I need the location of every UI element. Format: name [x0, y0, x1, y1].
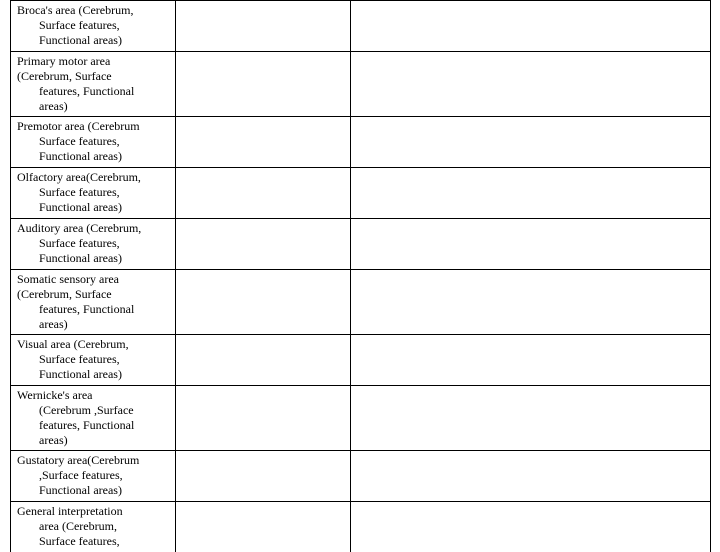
- empty-cell: [351, 335, 711, 386]
- empty-cell: [176, 1, 351, 52]
- term-cell: Broca's area (Cerebrum,Surface features,…: [11, 1, 176, 52]
- empty-cell: [351, 1, 711, 52]
- table-row: General interpretationarea (Cerebrum,Sur…: [11, 502, 711, 552]
- term-cell: General interpretationarea (Cerebrum,Sur…: [11, 502, 176, 552]
- empty-cell: [351, 52, 711, 117]
- term-cell: Auditory area (Cerebrum,Surface features…: [11, 219, 176, 270]
- term-text: Primary motor area(Cerebrum, Surfacefeat…: [17, 54, 171, 114]
- term-text: General interpretationarea (Cerebrum,Sur…: [17, 504, 171, 549]
- term-text: Olfactory area(Cerebrum,Surface features…: [17, 170, 171, 215]
- term-text: Broca's area (Cerebrum,Surface features,…: [17, 3, 171, 48]
- empty-cell: [351, 219, 711, 270]
- table-row: Primary motor area(Cerebrum, Surfacefeat…: [11, 52, 711, 117]
- term-cell: Olfactory area(Cerebrum,Surface features…: [11, 168, 176, 219]
- term-cell: Wernicke's area(Cerebrum ,Surfacefeature…: [11, 386, 176, 451]
- term-cell: Visual area (Cerebrum,Surface features,F…: [11, 335, 176, 386]
- table-row: Visual area (Cerebrum,Surface features,F…: [11, 335, 711, 386]
- empty-cell: [176, 168, 351, 219]
- term-text: Gustatory area(Cerebrum,Surface features…: [17, 453, 171, 498]
- document-page: Broca's area (Cerebrum,Surface features,…: [0, 0, 720, 552]
- brain-areas-table: Broca's area (Cerebrum,Surface features,…: [10, 0, 711, 552]
- table-row: Olfactory area(Cerebrum,Surface features…: [11, 168, 711, 219]
- empty-cell: [176, 335, 351, 386]
- term-cell: Primary motor area(Cerebrum, Surfacefeat…: [11, 52, 176, 117]
- empty-cell: [176, 219, 351, 270]
- table-row: Broca's area (Cerebrum,Surface features,…: [11, 1, 711, 52]
- empty-cell: [351, 386, 711, 451]
- empty-cell: [176, 270, 351, 335]
- term-text: Visual area (Cerebrum,Surface features,F…: [17, 337, 171, 382]
- empty-cell: [351, 451, 711, 502]
- empty-cell: [351, 117, 711, 168]
- empty-cell: [351, 168, 711, 219]
- empty-cell: [176, 451, 351, 502]
- term-cell: Gustatory area(Cerebrum,Surface features…: [11, 451, 176, 502]
- empty-cell: [176, 386, 351, 451]
- empty-cell: [176, 117, 351, 168]
- term-cell: Somatic sensory area(Cerebrum, Surfacefe…: [11, 270, 176, 335]
- table-row: Gustatory area(Cerebrum,Surface features…: [11, 451, 711, 502]
- term-text: Auditory area (Cerebrum,Surface features…: [17, 221, 171, 266]
- term-text: Premotor area (CerebrumSurface features,…: [17, 119, 171, 164]
- table-row: Auditory area (Cerebrum,Surface features…: [11, 219, 711, 270]
- empty-cell: [176, 52, 351, 117]
- table-body: Broca's area (Cerebrum,Surface features,…: [11, 1, 711, 552]
- empty-cell: [351, 502, 711, 552]
- table-row: Premotor area (CerebrumSurface features,…: [11, 117, 711, 168]
- term-cell: Premotor area (CerebrumSurface features,…: [11, 117, 176, 168]
- table-row: Somatic sensory area(Cerebrum, Surfacefe…: [11, 270, 711, 335]
- empty-cell: [351, 270, 711, 335]
- term-text: Wernicke's area(Cerebrum ,Surfacefeature…: [17, 388, 171, 448]
- table-row: Wernicke's area(Cerebrum ,Surfacefeature…: [11, 386, 711, 451]
- term-text: Somatic sensory area(Cerebrum, Surfacefe…: [17, 272, 171, 332]
- empty-cell: [176, 502, 351, 552]
